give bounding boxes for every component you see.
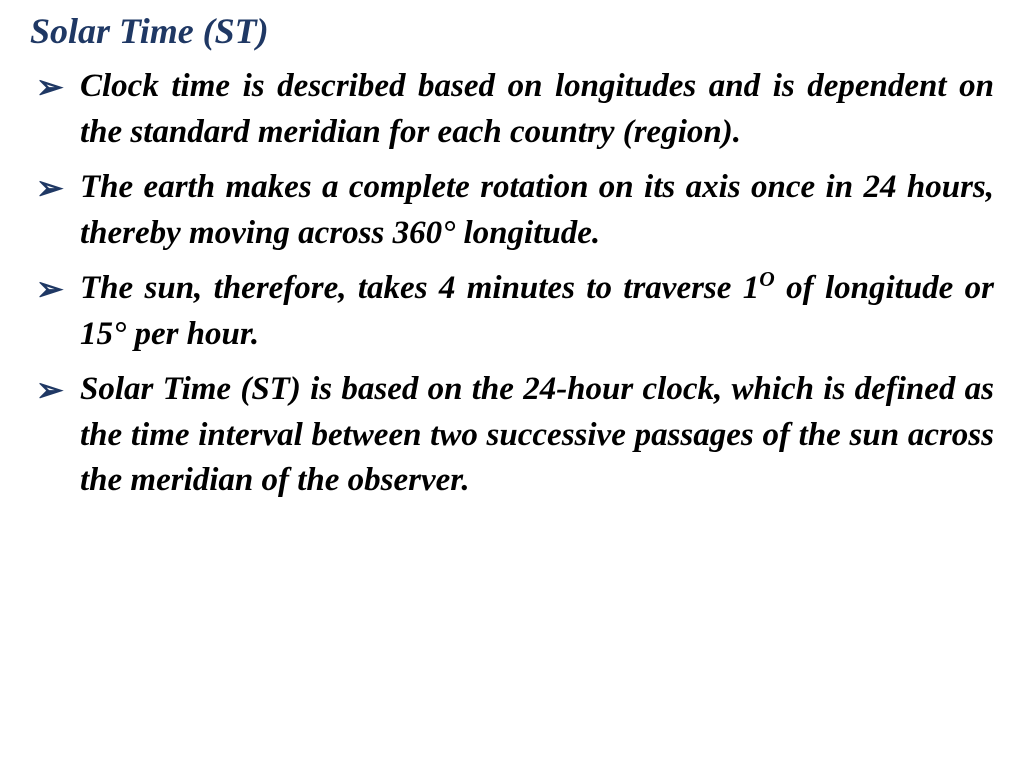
bullet-text: The sun, therefore, takes 4 minutes to t… <box>80 270 994 352</box>
bullet-item: ➢ Solar Time (ST) is based on the 24-hou… <box>30 367 994 504</box>
bullet-arrow-icon: ➢ <box>36 167 64 213</box>
bullet-text: The earth makes a complete rotation on i… <box>80 169 994 251</box>
bullet-item: ➢ Clock time is described based on longi… <box>30 64 994 155</box>
bullet-item: ➢ The earth makes a complete rotation on… <box>30 165 994 256</box>
bullet-text: Solar Time (ST) is based on the 24-hour … <box>80 371 994 498</box>
bullet-item: ➢ The sun, therefore, takes 4 minutes to… <box>30 266 994 357</box>
bullet-list: ➢ Clock time is described based on longi… <box>30 64 994 504</box>
slide-title: Solar Time (ST) <box>30 10 994 52</box>
bullet-text: Clock time is described based on longitu… <box>80 68 994 150</box>
bullet-arrow-icon: ➢ <box>36 66 64 112</box>
bullet-arrow-icon: ➢ <box>36 369 64 415</box>
bullet-arrow-icon: ➢ <box>36 268 64 314</box>
